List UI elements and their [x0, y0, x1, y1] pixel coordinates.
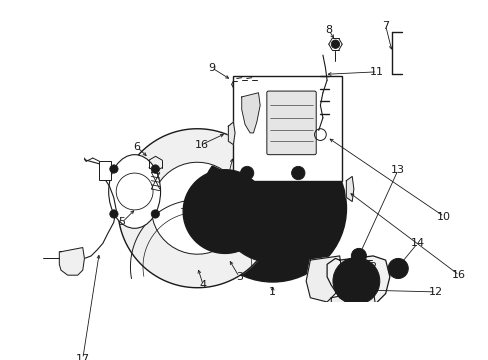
- Polygon shape: [305, 256, 342, 302]
- Text: 15: 15: [218, 184, 231, 194]
- Text: 11: 11: [369, 67, 384, 77]
- Text: 10: 10: [436, 212, 450, 222]
- Polygon shape: [330, 289, 375, 327]
- Polygon shape: [241, 93, 260, 133]
- Circle shape: [291, 166, 305, 180]
- Text: 16: 16: [451, 270, 466, 280]
- Text: 6: 6: [133, 142, 141, 152]
- Text: 5: 5: [118, 217, 125, 228]
- Bar: [99, 161, 111, 180]
- Text: 17: 17: [76, 354, 90, 360]
- Circle shape: [201, 220, 211, 230]
- Circle shape: [227, 229, 237, 239]
- Text: 14: 14: [409, 238, 424, 248]
- Text: 4: 4: [199, 280, 206, 290]
- Circle shape: [351, 248, 366, 264]
- Circle shape: [387, 258, 407, 279]
- Text: 2: 2: [369, 262, 376, 272]
- Circle shape: [212, 148, 332, 269]
- Circle shape: [239, 175, 305, 242]
- Circle shape: [332, 258, 379, 305]
- Text: 16: 16: [194, 140, 208, 150]
- Text: 12: 12: [428, 287, 442, 297]
- Polygon shape: [346, 176, 353, 202]
- Ellipse shape: [108, 155, 160, 228]
- Circle shape: [227, 184, 237, 194]
- Polygon shape: [59, 248, 84, 275]
- Text: 1: 1: [269, 287, 276, 297]
- Circle shape: [240, 166, 253, 180]
- Circle shape: [199, 135, 346, 282]
- Circle shape: [109, 165, 118, 173]
- Circle shape: [224, 215, 238, 228]
- Circle shape: [330, 40, 339, 48]
- Polygon shape: [326, 256, 389, 309]
- Polygon shape: [228, 122, 235, 145]
- Circle shape: [151, 210, 159, 218]
- Circle shape: [218, 154, 326, 262]
- Text: 9: 9: [207, 63, 215, 73]
- Circle shape: [213, 200, 236, 223]
- Circle shape: [243, 207, 253, 217]
- Bar: [233, 76, 342, 181]
- Circle shape: [183, 170, 266, 253]
- Circle shape: [257, 193, 287, 223]
- Circle shape: [249, 185, 296, 231]
- Text: 3: 3: [235, 272, 242, 282]
- Text: 8: 8: [325, 25, 332, 35]
- Circle shape: [109, 210, 118, 218]
- Circle shape: [201, 193, 211, 203]
- Text: 7: 7: [381, 21, 388, 31]
- Circle shape: [307, 215, 320, 228]
- Circle shape: [265, 245, 279, 258]
- FancyBboxPatch shape: [266, 91, 316, 155]
- Polygon shape: [118, 129, 265, 288]
- Circle shape: [151, 165, 159, 173]
- Text: 13: 13: [390, 165, 405, 175]
